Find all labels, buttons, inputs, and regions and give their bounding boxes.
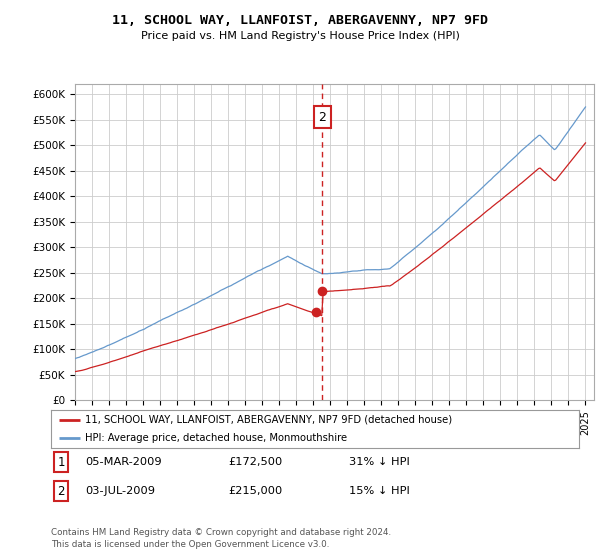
Text: £172,500: £172,500 — [228, 457, 282, 467]
Text: 31% ↓ HPI: 31% ↓ HPI — [349, 457, 410, 467]
Text: Price paid vs. HM Land Registry's House Price Index (HPI): Price paid vs. HM Land Registry's House … — [140, 31, 460, 41]
Text: 2: 2 — [319, 111, 326, 124]
Text: 11, SCHOOL WAY, LLANFOIST, ABERGAVENNY, NP7 9FD: 11, SCHOOL WAY, LLANFOIST, ABERGAVENNY, … — [112, 14, 488, 27]
Text: HPI: Average price, detached house, Monmouthshire: HPI: Average price, detached house, Monm… — [85, 433, 347, 443]
Text: This data is licensed under the Open Government Licence v3.0.: This data is licensed under the Open Gov… — [51, 540, 329, 549]
Text: 15% ↓ HPI: 15% ↓ HPI — [349, 486, 410, 496]
Text: Contains HM Land Registry data © Crown copyright and database right 2024.: Contains HM Land Registry data © Crown c… — [51, 528, 391, 536]
Text: 1: 1 — [58, 455, 65, 469]
Text: 11, SCHOOL WAY, LLANFOIST, ABERGAVENNY, NP7 9FD (detached house): 11, SCHOOL WAY, LLANFOIST, ABERGAVENNY, … — [85, 415, 452, 425]
Text: £215,000: £215,000 — [228, 486, 282, 496]
Text: 2: 2 — [58, 484, 65, 498]
Text: 03-JUL-2009: 03-JUL-2009 — [85, 486, 155, 496]
Text: 05-MAR-2009: 05-MAR-2009 — [85, 457, 162, 467]
